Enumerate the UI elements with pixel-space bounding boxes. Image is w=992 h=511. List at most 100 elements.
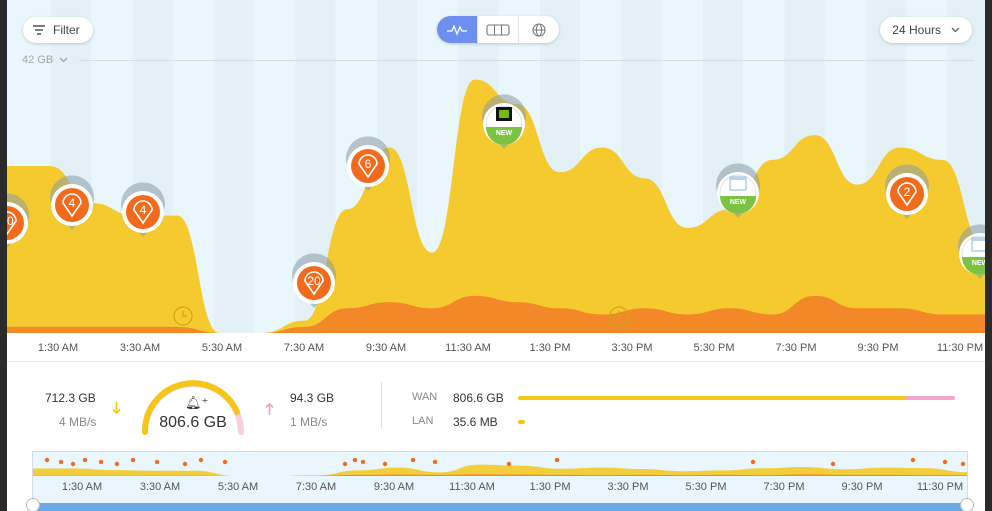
event-marker: 20 <box>7 193 29 248</box>
overview-tick-label: 11:30 AM <box>449 481 495 493</box>
columns-icon <box>486 23 510 36</box>
overview-event-dot <box>154 459 160 465</box>
wan-label: WAN <box>412 391 438 403</box>
marker-label: 20 <box>307 274 321 288</box>
upload-arrow-icon <box>265 402 274 415</box>
capacity-dropdown[interactable]: 42 GB <box>22 54 68 66</box>
download-series-area <box>7 79 985 333</box>
overview-tick-label: 7:30 AM <box>295 481 337 493</box>
lan-value: 35.6 MB <box>453 415 498 429</box>
overview-event-dot <box>554 457 560 463</box>
overview-tick-label: 5:30 AM <box>217 481 259 493</box>
event-marker: 6 <box>346 136 390 191</box>
overview-tick-label: 3:30 PM <box>607 481 649 493</box>
time-axis: 1:30 AM 3:30 AM 5:30 AM 7:30 AM 9:30 AM 11:30… <box>7 333 985 362</box>
download-rate: 4 MB/s <box>59 415 97 429</box>
overview-tick-label: 9:30 AM <box>373 481 415 493</box>
upload-series-area <box>7 295 985 333</box>
time-tick-label: 11:30 PM <box>936 342 984 354</box>
overview-event-dot <box>910 457 916 463</box>
time-tick-label: 7:30 PM <box>775 342 817 354</box>
overview-tick-label: 9:30 PM <box>841 481 883 493</box>
overview-event-dot <box>70 461 76 467</box>
event-marker: NEW <box>482 94 526 149</box>
overview-event-dot <box>44 457 50 463</box>
download-total: 712.3 GB <box>45 391 96 405</box>
overview-event-dot <box>114 461 120 467</box>
overview-event-dot <box>98 459 104 465</box>
overview-upload-area <box>33 474 967 476</box>
lan-bar <box>518 420 525 424</box>
overview-navigator[interactable]: 1:30 AM 3:30 AM 5:30 AM 7:30 AM 9:30 AM 11:30… <box>32 451 968 505</box>
filter-icon <box>33 25 45 35</box>
time-range-dropdown[interactable]: 24 Hours <box>880 17 972 43</box>
chevron-down-icon <box>951 27 960 33</box>
marker-label: NEW <box>496 130 513 137</box>
capacity-label: 42 GB <box>22 54 54 66</box>
overview-event-dot <box>352 457 358 463</box>
lan-label: LAN <box>412 415 434 427</box>
view-columns-button[interactable] <box>478 16 519 43</box>
time-tick-label: 1:30 PM <box>529 342 571 354</box>
range-scrollbar[interactable] <box>32 503 966 511</box>
bell-add-icon[interactable]: 🔔︎⁺ <box>185 395 209 410</box>
overview-series <box>33 464 967 476</box>
overview-tick-label: 7:30 PM <box>763 481 805 493</box>
upload-total: 94.3 GB <box>290 391 335 405</box>
wan-bar <box>518 396 955 400</box>
overview-event-dot <box>130 457 136 463</box>
marker-label: NEW <box>972 260 985 267</box>
filter-button[interactable]: Filter <box>23 17 93 43</box>
capacity-line <box>79 60 974 61</box>
wan-value: 806.6 GB <box>453 391 504 405</box>
time-tick-label: 3:30 PM <box>611 342 653 354</box>
time-tick-label: 9:30 AM <box>365 342 407 354</box>
waveform-icon <box>447 23 467 36</box>
overview-tick-label: 11:30 PM <box>916 481 964 493</box>
overview-event-dot <box>58 459 64 465</box>
event-marker: 20 <box>292 253 336 308</box>
overview-download-area <box>33 464 967 476</box>
overview-event-dot <box>82 457 88 463</box>
marker-label: 6 <box>365 157 372 171</box>
time-tick-label: 5:30 AM <box>201 342 243 354</box>
range-handle-left[interactable] <box>26 498 40 511</box>
overview-event-dot <box>942 459 948 465</box>
chevron-down-icon <box>59 57 68 63</box>
traffic-chart[interactable]: 20 4 4 20 6 NEW NEW 2 NEW 42 GB Filter <box>7 0 985 333</box>
overview-event-dot <box>382 461 388 467</box>
overview-tick-label: 1:30 PM <box>529 481 571 493</box>
overview-event-dot <box>198 457 204 463</box>
clock-icon <box>173 306 193 326</box>
overview-event-dot <box>432 459 438 465</box>
total-usage-value: 806.6 GB <box>159 414 227 431</box>
event-marker: 2 <box>885 164 930 219</box>
overview-chart-svg <box>33 457 967 476</box>
time-tick-label: 3:30 AM <box>119 342 161 354</box>
usage-stats: 712.3 GB 4 MB/s 🔔︎⁺ 806.6 GB 94.3 GB 1 M… <box>7 362 985 448</box>
view-globe-button[interactable] <box>519 16 559 43</box>
range-handle-right[interactable] <box>960 498 974 511</box>
marker-label: 2 <box>904 185 911 199</box>
event-marker: 4 <box>121 182 165 237</box>
time-tick-label: 1:30 AM <box>37 342 79 354</box>
time-tick-label: 9:30 PM <box>857 342 899 354</box>
overview-event-dot <box>506 461 512 467</box>
download-arrow-icon <box>112 402 121 415</box>
overview-event-dot <box>410 457 416 463</box>
view-waveform-button[interactable] <box>437 16 478 43</box>
time-tick-label: 11:30 AM <box>445 342 491 354</box>
overview-event-dot <box>222 459 228 465</box>
marker-label: 4 <box>69 196 76 210</box>
view-toggle[interactable] <box>437 16 559 43</box>
clock-icon <box>609 306 629 326</box>
event-marker: NEW <box>958 224 985 279</box>
traffic-chart-svg[interactable]: 20 4 4 20 6 NEW NEW 2 NEW <box>7 0 985 333</box>
overview-event-dot <box>342 461 348 467</box>
overview-event-dot <box>750 459 756 465</box>
usage-gauge <box>141 380 244 435</box>
network-usage-panel: 20 4 4 20 6 NEW NEW 2 NEW 42 GB Filter <box>7 0 985 511</box>
overview-event-dot <box>830 461 836 467</box>
event-marker: 4 <box>50 175 94 230</box>
overview-event-dot <box>360 459 366 465</box>
